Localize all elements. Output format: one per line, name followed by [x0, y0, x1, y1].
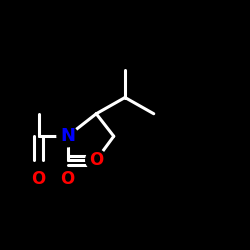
- Circle shape: [86, 150, 107, 171]
- Text: N: N: [60, 127, 75, 145]
- Text: O: O: [60, 170, 74, 188]
- Circle shape: [57, 126, 78, 147]
- Text: O: O: [32, 170, 46, 188]
- Circle shape: [57, 168, 78, 189]
- Text: O: O: [89, 151, 104, 169]
- Circle shape: [28, 168, 49, 189]
